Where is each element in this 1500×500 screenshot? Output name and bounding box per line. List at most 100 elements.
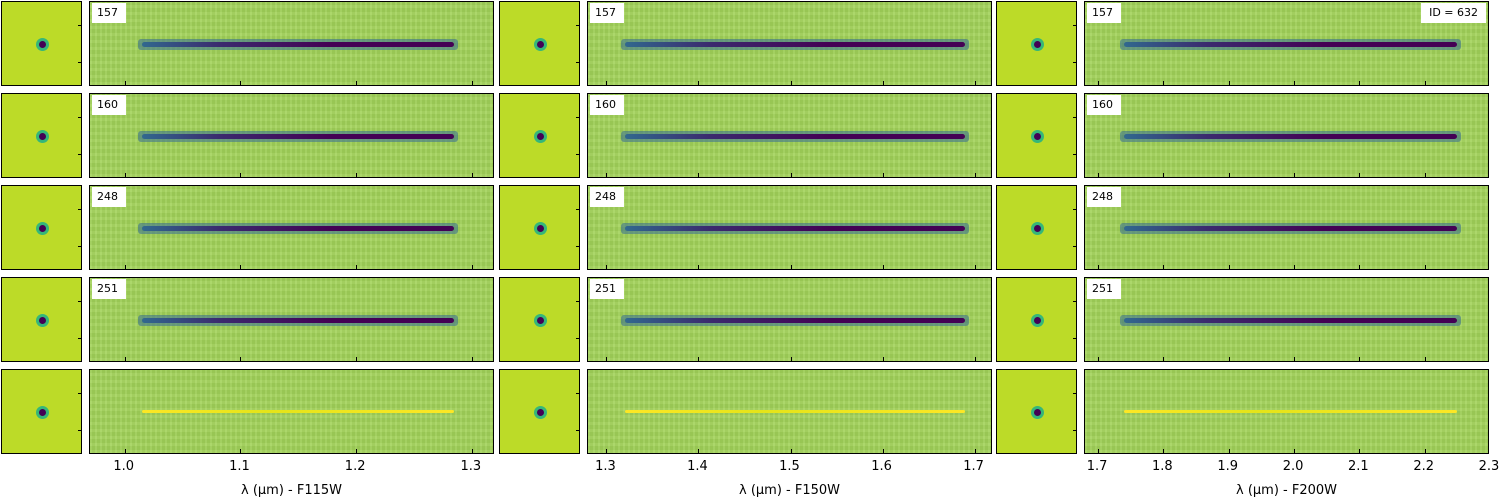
x-tick	[1359, 173, 1361, 177]
x-tick	[882, 81, 884, 85]
x-tick	[974, 357, 976, 361]
x-tick	[124, 357, 126, 361]
spectral-trace	[624, 226, 966, 231]
x-tick	[698, 81, 700, 85]
source-core	[39, 409, 46, 416]
x-tick	[1228, 265, 1230, 269]
source-core	[1034, 133, 1041, 140]
x-tick-label: 1.5	[779, 459, 800, 474]
direct-image-thumbnail	[996, 369, 1077, 454]
row-id-label: 251	[590, 279, 624, 299]
spectrum-panel: 157	[587, 1, 992, 86]
row-id-label: 157	[92, 3, 126, 23]
source-core	[39, 225, 46, 232]
y-tick	[1073, 301, 1076, 302]
x-tick	[356, 265, 358, 269]
row-id-label: 248	[590, 187, 624, 207]
x-axis-label: λ (μm) - F200W	[1235, 483, 1338, 498]
x-tick	[606, 357, 608, 361]
source-core	[1034, 225, 1041, 232]
spectral-trace	[624, 134, 966, 139]
x-tick	[974, 81, 976, 85]
x-tick	[471, 449, 473, 453]
x-tick	[1098, 265, 1100, 269]
y-tick	[576, 393, 579, 394]
x-tick	[124, 265, 126, 269]
y-tick	[78, 117, 81, 118]
x-tick	[240, 357, 242, 361]
y-tick	[78, 301, 81, 302]
spectral-trace	[1124, 134, 1458, 139]
x-tick-label: 1.4	[687, 459, 708, 474]
spectral-trace	[1124, 226, 1458, 231]
y-tick	[78, 338, 81, 339]
y-tick	[1073, 430, 1076, 431]
x-tick	[1294, 265, 1296, 269]
y-tick	[78, 246, 81, 247]
source-core	[537, 41, 544, 48]
row-id-label: 160	[92, 95, 126, 115]
row-id-label: 160	[1087, 95, 1121, 115]
x-tick	[1294, 81, 1296, 85]
x-tick	[1294, 173, 1296, 177]
direct-image-thumbnail	[1, 93, 82, 178]
spectrum-panel	[89, 369, 494, 454]
y-tick	[576, 117, 579, 118]
y-tick	[78, 154, 81, 155]
x-tick	[240, 265, 242, 269]
x-tick	[1424, 173, 1426, 177]
direct-image-thumbnail	[1, 277, 82, 362]
y-tick	[78, 209, 81, 210]
direct-image-thumbnail	[499, 185, 580, 270]
y-tick	[1073, 154, 1076, 155]
y-tick	[1073, 117, 1076, 118]
spectral-trace	[1124, 42, 1458, 47]
x-tick	[1163, 449, 1165, 453]
x-tick	[698, 357, 700, 361]
spectrum-panel: 160	[587, 93, 992, 178]
x-tick	[1424, 449, 1426, 453]
x-tick	[471, 81, 473, 85]
direct-image-thumbnail	[996, 185, 1077, 270]
x-tick	[124, 173, 126, 177]
x-tick	[790, 81, 792, 85]
x-tick	[124, 449, 126, 453]
x-tick-label: 2.3	[1478, 459, 1500, 474]
x-tick	[1359, 265, 1361, 269]
x-tick-label: 1.2	[344, 459, 366, 474]
residual-trace	[1124, 410, 1458, 413]
x-tick	[974, 173, 976, 177]
y-tick	[1073, 338, 1076, 339]
x-tick	[1294, 357, 1296, 361]
x-tick-label: 2.1	[1348, 459, 1369, 474]
direct-image-thumbnail	[1, 369, 82, 454]
y-tick	[78, 25, 81, 26]
spectrum-panel: 157	[89, 1, 494, 86]
y-tick	[1073, 209, 1076, 210]
source-core	[537, 317, 544, 324]
x-tick-label: 1.3	[460, 459, 482, 474]
y-tick	[1073, 246, 1076, 247]
spectrum-panel: 248	[587, 185, 992, 270]
x-tick	[1098, 357, 1100, 361]
source-core	[39, 41, 46, 48]
y-tick	[78, 430, 81, 431]
x-tick	[882, 449, 884, 453]
x-tick	[471, 265, 473, 269]
x-tick	[606, 265, 608, 269]
x-tick	[471, 173, 473, 177]
x-tick	[356, 357, 358, 361]
residual-trace	[624, 410, 966, 413]
x-tick	[606, 449, 608, 453]
y-tick	[576, 62, 579, 63]
y-tick	[78, 393, 81, 394]
x-tick	[790, 265, 792, 269]
x-tick	[1359, 81, 1361, 85]
source-core	[39, 133, 46, 140]
x-tick	[1228, 81, 1230, 85]
x-tick	[606, 173, 608, 177]
x-tick	[1359, 357, 1361, 361]
y-tick	[1073, 393, 1076, 394]
x-tick	[1163, 357, 1165, 361]
x-tick	[698, 265, 700, 269]
